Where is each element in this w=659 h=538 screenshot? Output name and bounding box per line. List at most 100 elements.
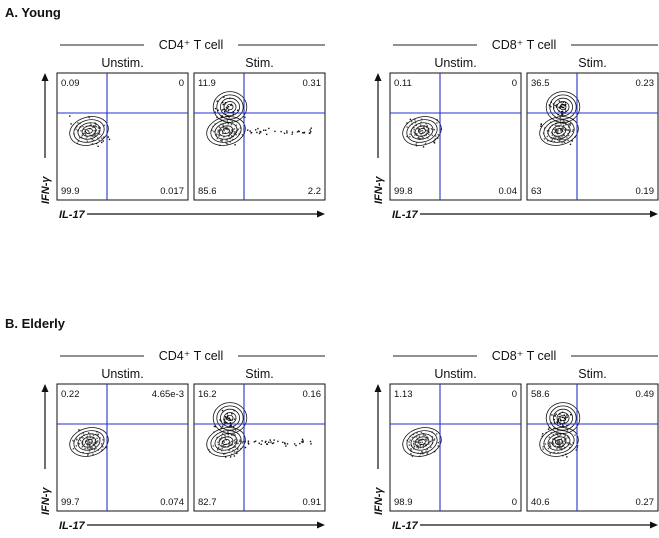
event-dot	[82, 125, 84, 128]
event-dot	[224, 132, 227, 134]
event-dot	[415, 436, 418, 438]
event-dot	[419, 453, 422, 455]
event-dot	[559, 116, 562, 119]
event-dot	[569, 443, 572, 445]
event-dot	[414, 119, 416, 121]
event-dot	[561, 114, 564, 116]
event-dot	[80, 136, 83, 138]
event-dot	[86, 447, 89, 450]
event-dot	[570, 443, 572, 446]
event-dot	[563, 421, 565, 424]
event-dot	[408, 441, 410, 443]
event-dot	[228, 132, 231, 135]
event-dot	[310, 130, 312, 133]
event-dot	[428, 443, 430, 445]
contour	[222, 439, 230, 445]
event-dot	[217, 129, 220, 132]
event-dot	[406, 126, 408, 128]
event-dot	[566, 137, 568, 139]
plot-frame	[389, 72, 522, 201]
event-dot	[246, 129, 249, 131]
event-dot	[264, 441, 267, 444]
event-dot	[555, 413, 557, 415]
event-dot	[84, 447, 86, 450]
event-dot	[421, 441, 423, 444]
event-dot	[86, 136, 88, 138]
event-dot	[417, 445, 419, 447]
event-dot	[217, 441, 219, 443]
event-dot	[563, 436, 566, 438]
event-dot	[425, 126, 428, 128]
event-dot	[257, 127, 259, 130]
group-label: CD4⁺ T cell	[159, 349, 224, 363]
group-label: CD8⁺ T cell	[492, 38, 557, 52]
event-dot	[406, 122, 408, 124]
event-dot	[88, 448, 90, 451]
event-dot	[562, 120, 564, 122]
event-dot	[428, 131, 430, 134]
event-dot	[426, 448, 428, 451]
event-dot	[82, 133, 85, 135]
contour	[81, 436, 97, 448]
event-dot	[412, 442, 415, 445]
event-dot	[570, 414, 572, 416]
event-dot	[91, 135, 93, 137]
x-arrow	[317, 521, 325, 529]
event-dot	[91, 143, 94, 145]
event-dot	[225, 439, 227, 441]
contour	[210, 430, 242, 454]
event-dot	[232, 429, 234, 432]
quadrant-value: 0	[512, 497, 517, 508]
event-dot	[224, 101, 227, 104]
event-dot	[86, 435, 89, 438]
event-dot	[216, 133, 218, 135]
event-dot	[415, 124, 417, 127]
event-dot	[108, 138, 111, 141]
event-dot	[558, 442, 560, 444]
event-dot	[420, 130, 422, 132]
event-dot	[268, 441, 270, 443]
event-dot	[548, 442, 550, 445]
event-dot	[233, 426, 235, 429]
event-dot	[218, 135, 220, 137]
event-dot	[230, 444, 232, 447]
event-dot	[410, 448, 412, 450]
event-dot	[560, 438, 563, 440]
event-dot	[562, 425, 564, 427]
event-dot	[103, 124, 106, 127]
event-dot	[433, 128, 436, 131]
event-dot	[231, 138, 234, 141]
event-dot	[424, 142, 427, 145]
event-dot	[87, 445, 89, 447]
event-dot	[291, 131, 294, 133]
contour	[559, 414, 567, 422]
event-dot	[426, 438, 428, 441]
event-dot	[424, 438, 427, 440]
event-dot	[550, 422, 553, 424]
event-dot	[562, 113, 564, 115]
contour	[418, 439, 426, 445]
event-dot	[214, 111, 216, 113]
event-dot	[211, 129, 213, 132]
plot-frame	[56, 383, 189, 512]
quadrant-value: 16.2	[198, 389, 217, 400]
event-dot	[277, 440, 279, 443]
event-dot	[560, 138, 563, 140]
event-dot	[417, 447, 420, 449]
event-dot	[282, 441, 284, 443]
event-dot	[236, 129, 239, 131]
event-dot	[284, 442, 286, 444]
event-dot	[567, 442, 570, 444]
event-dot	[229, 422, 232, 424]
event-dot	[552, 442, 554, 444]
event-dot	[270, 441, 272, 443]
event-dot	[409, 118, 412, 121]
event-dot	[571, 130, 574, 132]
contour	[555, 439, 563, 445]
event-dot	[557, 442, 559, 445]
event-dot	[437, 441, 440, 444]
event-dot	[88, 450, 91, 452]
event-dot	[218, 439, 221, 441]
x-arrow	[650, 210, 658, 218]
